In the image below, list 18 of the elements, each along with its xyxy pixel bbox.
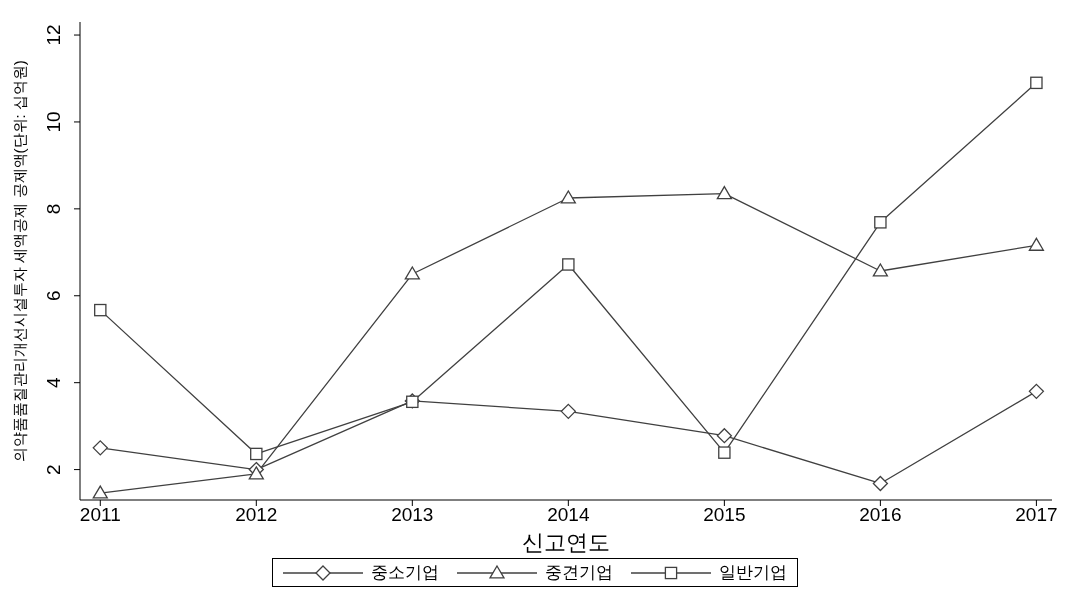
y-axis-title: 의약품품질관리개선시설투자 세액공제 공제액(단위: 십억원) — [11, 60, 29, 462]
x-tick-label: 2014 — [547, 504, 590, 526]
x-tick-label: 2017 — [1015, 504, 1058, 526]
legend-label: 중소기업 — [371, 562, 439, 584]
x-tick-label: 2016 — [859, 504, 902, 526]
y-tick-label: 10 — [43, 111, 64, 133]
x-tick-label: 2012 — [235, 504, 278, 526]
x-tick-label: 2011 — [79, 504, 121, 526]
y-tick-label: 2 — [43, 464, 64, 475]
legend-label: 중견기업 — [545, 562, 613, 584]
x-axis-title: 신고연도 — [522, 530, 610, 555]
y-tick-label: 6 — [43, 290, 64, 302]
y-tick-label: 4 — [43, 376, 64, 388]
x-tick-label: 2013 — [391, 504, 434, 526]
x-tick-label: 2015 — [703, 504, 746, 526]
legend-label: 일반기업 — [719, 562, 787, 584]
y-tick-label: 8 — [43, 203, 64, 215]
y-tick-label: 12 — [43, 24, 64, 46]
